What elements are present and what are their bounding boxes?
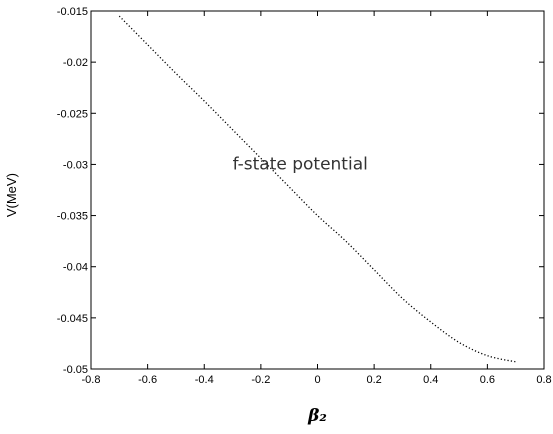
annotation-f-state-potential: f-state potential [233, 155, 368, 175]
x-tick-label: 0 [314, 374, 320, 386]
x-tick-label: -0.8 [82, 374, 101, 386]
plot-area-frame [90, 10, 545, 370]
y-axis-label: V(MeV) [4, 173, 19, 217]
x-tick-label: 0.4 [423, 374, 438, 386]
y-tick-label: -0.03 [63, 159, 88, 171]
y-axis-ticks: -0.015 -0.02 -0.025 -0.03 -0.035 -0.04 -0.045 -… [57, 6, 544, 376]
x-axis-label: β₂ [307, 406, 327, 426]
x-tick-label: -0.6 [138, 374, 157, 386]
x-tick-label: -0.4 [195, 374, 214, 386]
y-tick-label: -0.04 [63, 262, 88, 274]
series-layer [118, 15, 516, 363]
x-tick-label: -0.2 [251, 374, 270, 386]
x-axis-ticks: -0.8 -0.6 -0.4 -0.2 0 0.2 0.4 0.6 0.8 [82, 11, 552, 386]
y-tick-label: -0.045 [57, 313, 88, 325]
x-tick-label: 0.2 [366, 374, 381, 386]
y-tick-label: -0.025 [57, 108, 88, 120]
y-tick-label: -0.015 [57, 6, 88, 18]
x-tick-label: 0.6 [480, 374, 495, 386]
y-tick-label: -0.02 [63, 57, 88, 69]
series-line-0 [118, 15, 516, 363]
y-tick-label: -0.05 [63, 364, 88, 376]
y-tick-label: -0.035 [57, 211, 88, 223]
x-tick-label: 0.8 [536, 374, 551, 386]
